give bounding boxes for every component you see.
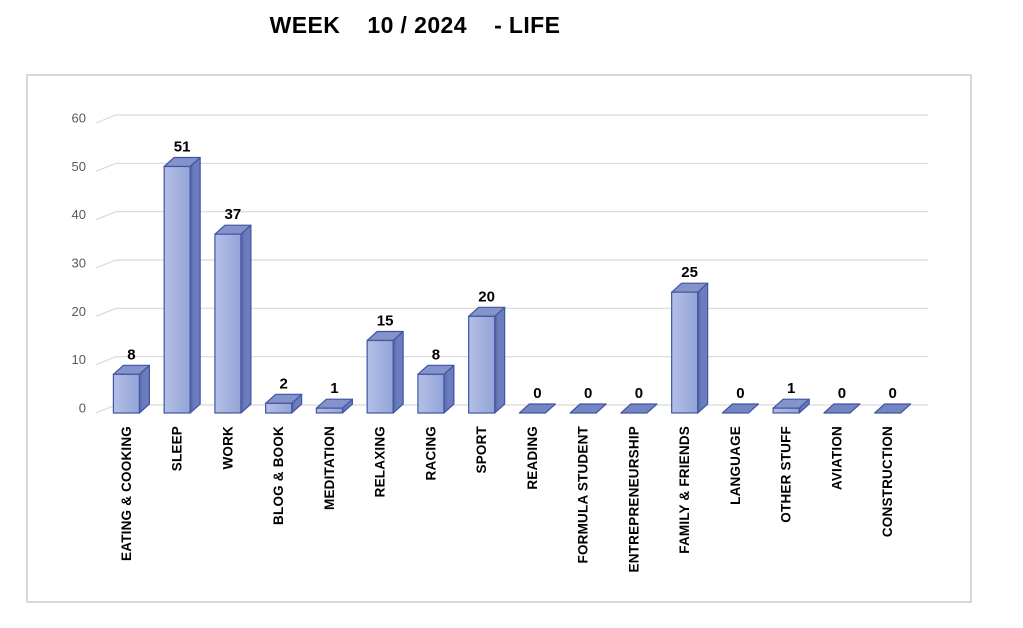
value-label: 0: [736, 385, 744, 402]
value-label: 0: [838, 385, 846, 402]
category-label: FAMILY & FRIENDS: [677, 426, 692, 554]
bar-side: [494, 306, 506, 414]
category-label: RACING: [423, 426, 438, 480]
value-label: 0: [533, 385, 541, 402]
value-label: 1: [330, 380, 338, 397]
gridline: [95, 211, 928, 221]
category-label: CONSTRUCTION: [880, 426, 895, 537]
category-label: WORK: [220, 426, 235, 470]
value-label: 1: [787, 380, 795, 397]
bar-zero: [620, 403, 658, 414]
category-label: READING: [525, 426, 540, 490]
chart-frame: 0 10 20 30 40 50 60 8 EATING & COOKING 51 SLEEP 37 W…: [26, 74, 972, 603]
value-label: 0: [584, 385, 592, 402]
bar: [265, 402, 293, 414]
category-label: SLEEP: [170, 426, 185, 471]
gridline: [95, 356, 928, 366]
bar-zero: [823, 403, 861, 414]
category-label: EATING & COOKING: [119, 426, 134, 561]
category-label: ENTREPRENEURSHIP: [626, 426, 641, 572]
bar: [163, 165, 191, 414]
bar-zero: [569, 403, 607, 414]
category-label: RELAXING: [373, 426, 388, 497]
bar: [772, 407, 800, 414]
category-label: FORMULA STUDENT: [576, 425, 591, 563]
bar-zero: [721, 403, 760, 414]
gridline: [95, 114, 928, 124]
category-label: SPORT: [474, 425, 489, 473]
y-tick-label: 10: [72, 352, 86, 367]
category-label: AVIATION: [829, 426, 844, 490]
value-label: 8: [432, 346, 440, 363]
bar-side: [189, 156, 201, 414]
value-label: 2: [279, 375, 287, 392]
bar: [671, 291, 699, 414]
gridline: [95, 259, 928, 269]
y-tick-label: 0: [79, 400, 86, 415]
value-label: 20: [478, 288, 495, 305]
category-label: LANGUAGE: [728, 426, 743, 505]
gridline: [95, 307, 928, 317]
bar: [112, 373, 141, 414]
chart-title: WEEK 10 / 2024 - LIFE: [269, 12, 561, 38]
y-tick-label: 20: [72, 304, 86, 319]
bar: [214, 233, 242, 414]
bar-zero: [874, 403, 912, 414]
gridline: [95, 162, 928, 172]
y-tick-label: 60: [72, 110, 86, 125]
value-label: 8: [127, 346, 135, 363]
value-label: 25: [681, 264, 698, 281]
bar-zero: [518, 403, 557, 414]
bar-side: [697, 282, 709, 414]
category-label: OTHER STUFF: [779, 426, 794, 523]
value-label: 51: [174, 139, 191, 156]
bar: [366, 339, 394, 414]
bar-side: [392, 330, 404, 414]
value-label: 15: [377, 313, 394, 330]
y-tick-label: 30: [72, 255, 86, 270]
bar: [417, 373, 445, 414]
bar-side: [240, 224, 252, 414]
category-label: BLOG & BOOK: [271, 426, 286, 525]
bar: [468, 315, 496, 414]
value-label: 0: [635, 385, 643, 402]
bar: [315, 407, 343, 414]
value-label: 0: [888, 385, 896, 402]
y-tick-label: 50: [72, 159, 86, 174]
y-tick-label: 40: [72, 207, 86, 222]
value-label: 37: [225, 206, 242, 223]
category-label: MEDITATION: [322, 426, 337, 510]
